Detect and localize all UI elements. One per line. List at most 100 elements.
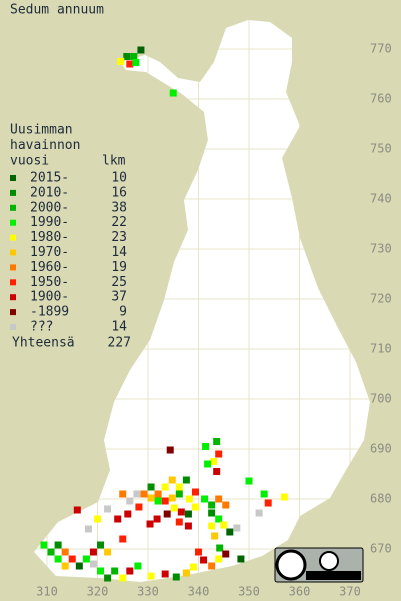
observation-square <box>82 555 90 563</box>
observation-square <box>215 450 223 458</box>
x-tick-label: 320 <box>87 585 109 599</box>
observation-square <box>208 522 216 530</box>
legend-swatch <box>10 279 16 286</box>
legend-count: 38 <box>111 200 127 215</box>
observation-square <box>126 497 134 505</box>
observation-square <box>189 563 197 571</box>
observation-square <box>184 510 192 518</box>
observation-square <box>130 53 138 60</box>
x-tick-label: 360 <box>289 585 311 599</box>
observation-square <box>135 503 143 511</box>
observation-square <box>166 446 174 454</box>
observation-square <box>213 468 221 475</box>
observation-square <box>191 488 199 496</box>
observation-square <box>119 574 127 582</box>
observation-square <box>104 505 112 513</box>
observation-square <box>264 499 272 507</box>
observation-square <box>89 548 97 556</box>
y-tick-label: 710 <box>370 342 392 356</box>
cc-icon <box>275 549 307 581</box>
observation-square <box>97 541 105 549</box>
observation-square <box>111 567 119 575</box>
squares <box>40 46 288 582</box>
observation-square <box>220 521 228 529</box>
observation-square <box>185 495 193 503</box>
legend-label: 2015- <box>30 171 69 186</box>
legend-count: 23 <box>111 230 127 245</box>
observation-square <box>123 53 131 60</box>
observation-square <box>280 493 288 501</box>
observation-square <box>126 60 134 68</box>
observation-square <box>175 518 183 526</box>
legend-count: 37 <box>111 290 127 305</box>
observation-square <box>161 497 169 505</box>
badge-strip <box>306 571 361 580</box>
observation-square <box>175 490 183 498</box>
observation-square <box>233 524 241 532</box>
observation-square <box>222 550 230 558</box>
legend-swatch <box>10 249 16 256</box>
y-tick-label: 760 <box>370 92 392 106</box>
legend-count: 10 <box>111 171 127 186</box>
observation-square <box>147 494 155 502</box>
observation-square <box>61 562 69 570</box>
observation-square <box>132 59 140 66</box>
observation-square <box>40 541 48 549</box>
observation-square <box>201 495 209 503</box>
legend-label: 1980- <box>30 230 69 245</box>
legend-count: 14 <box>111 320 127 335</box>
observation-square <box>202 443 210 450</box>
legend-count: 25 <box>111 275 127 290</box>
observation-square <box>119 535 127 543</box>
observation-square <box>211 532 219 540</box>
observation-square <box>210 458 218 465</box>
observation-square <box>84 525 92 533</box>
y-tick-label: 770 <box>370 42 392 56</box>
y-tick-label: 670 <box>370 542 392 556</box>
legend-count: 9 <box>119 305 127 320</box>
observation-square <box>226 528 234 536</box>
legend-swatch <box>10 309 16 316</box>
x-tick-label: 340 <box>188 585 210 599</box>
observation-square <box>154 490 162 498</box>
observation-square <box>94 515 101 523</box>
legend-count: 14 <box>111 245 127 260</box>
observation-square <box>260 490 268 498</box>
observation-square <box>170 504 178 512</box>
observation-square <box>54 541 62 549</box>
observation-square <box>147 572 155 580</box>
observation-square <box>168 476 176 484</box>
observation-square <box>237 555 245 563</box>
observation-square <box>104 548 112 556</box>
x-tick-label: 330 <box>137 585 159 599</box>
legend-label: 1950- <box>30 275 69 290</box>
legend-swatch <box>10 294 16 301</box>
total-count: 227 <box>108 336 131 351</box>
observation-square <box>147 483 155 491</box>
observation-square <box>117 58 125 65</box>
observation-square <box>104 574 112 582</box>
observation-square <box>200 556 208 564</box>
legend-swatch <box>10 204 16 211</box>
observation-square <box>134 562 142 570</box>
legend-header: havainnon <box>10 138 80 153</box>
observation-square <box>153 515 161 523</box>
legend-count-header: lkm <box>102 154 126 169</box>
legend-swatch <box>10 234 16 241</box>
legend-label: 2010- <box>30 185 69 200</box>
y-tick-label: 730 <box>370 242 392 256</box>
legend-swatch <box>10 264 16 271</box>
legend-label: 2000- <box>30 200 69 215</box>
legend-label: ??? <box>30 320 53 335</box>
observation-square <box>73 506 81 514</box>
observation-square <box>126 567 134 575</box>
observation-square <box>245 477 253 485</box>
legend-label: -1899 <box>30 305 69 320</box>
observation-square <box>182 476 190 484</box>
y-tick-label: 720 <box>370 292 392 306</box>
total-label: Yhteensä <box>12 336 75 351</box>
observation-square <box>97 567 105 575</box>
observation-square <box>133 490 141 498</box>
observation-square <box>163 510 171 518</box>
observation-square <box>161 483 169 491</box>
